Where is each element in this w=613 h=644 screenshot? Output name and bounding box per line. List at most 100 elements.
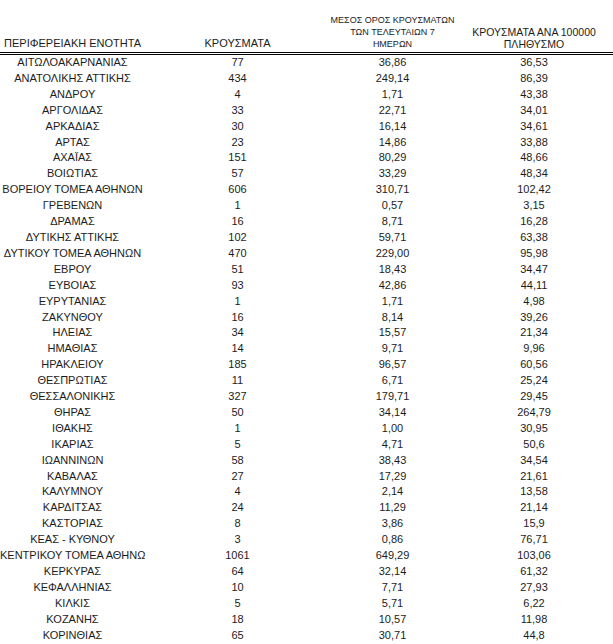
avg-7day-cell: 30,71 [330,628,455,644]
table-row: ΔΥΤΙΚΗΣ ΑΤΤΙΚΗΣ 102 59,71 63,38 [0,230,613,246]
avg-7day-cell: 6,71 [330,373,455,389]
avg-7day-cell: 310,71 [330,182,455,198]
avg-7day-cell: 249,14 [330,71,455,87]
table-row: ΗΜΑΘΙΑΣ 14 9,71 9,96 [0,341,613,357]
avg-7day-cell: 1,71 [330,87,455,103]
per-100k-cell: 33,88 [455,135,613,151]
table-row: ΑΡΓΟΛΙΔΑΣ 33 22,71 34,01 [0,103,613,119]
per-100k-cell: 21,34 [455,325,613,341]
avg-7day-cell: 34,14 [330,405,455,421]
cases-cell: 30 [145,119,330,135]
region-cell: ΚΕΑΣ - ΚΥΘΝΟΥ [0,532,145,548]
avg-7day-cell: 36,86 [330,54,455,71]
avg-7day-cell: 229,00 [330,246,455,262]
column-header-regional-unit: ΠΕΡΙΦΕΡΕΙΑΚΗ ΕΝΟΤΗΤΑ [0,0,145,54]
per-100k-cell: 86,39 [455,71,613,87]
region-cell: ΘΕΣΠΡΩΤΙΑΣ [0,373,145,389]
per-100k-cell: 13,58 [455,484,613,500]
avg-7day-cell: 18,43 [330,262,455,278]
cases-cell: 27 [145,469,330,485]
cases-cell: 14 [145,341,330,357]
avg-7day-cell: 14,86 [330,135,455,151]
table-row: ΚΑΣΤΟΡΙΑΣ 8 3,86 15,9 [0,516,613,532]
avg-7day-cell: 7,71 [330,580,455,596]
table-row: ΓΡΕΒΕΝΩΝ 1 0,57 3,15 [0,198,613,214]
per-100k-cell: 9,96 [455,341,613,357]
table-row: ΑΡΚΑΔΙΑΣ 30 16,14 34,61 [0,119,613,135]
per-100k-cell: 76,71 [455,532,613,548]
avg-7day-cell: 8,14 [330,310,455,326]
table-row: ΙΘΑΚΗΣ 1 1,00 30,95 [0,421,613,437]
cases-cell: 77 [145,54,330,71]
avg-7day-cell: 3,86 [330,516,455,532]
table-row: ΙΚΑΡΙΑΣ 5 4,71 50,6 [0,437,613,453]
cases-cell: 10 [145,580,330,596]
region-cell: ΗΛΕΙΑΣ [0,325,145,341]
region-cell: ΘΗΡΑΣ [0,405,145,421]
region-cell: ΑΡΤΑΣ [0,135,145,151]
cases-cell: 151 [145,150,330,166]
avg-7day-cell: 0,86 [330,532,455,548]
table-row: ΑΝΔΡΟΥ 4 1,71 43,38 [0,87,613,103]
region-cell: ΑΝΔΡΟΥ [0,87,145,103]
region-cell: ΕΒΡΟΥ [0,262,145,278]
per-100k-cell: 43,38 [455,87,613,103]
avg-7day-cell: 1,00 [330,421,455,437]
region-cell: ΙΘΑΚΗΣ [0,421,145,437]
region-cell: ΑΧΑΪΑΣ [0,150,145,166]
avg-7day-cell: 10,57 [330,612,455,628]
region-cell: ΗΜΑΘΙΑΣ [0,341,145,357]
cases-cell: 327 [145,389,330,405]
regional-cases-table: ΠΕΡΙΦΕΡΕΙΑΚΗ ΕΝΟΤΗΤΑ ΚΡΟΥΣΜΑΤΑ ΜΕΣΟΣ ΟΡΟ… [0,0,613,644]
cases-cell: 1061 [145,548,330,564]
region-cell: ΓΡΕΒΕΝΩΝ [0,198,145,214]
per-100k-cell: 3,15 [455,198,613,214]
table-row: ΔΡΑΜΑΣ 16 8,71 16,28 [0,214,613,230]
cases-cell: 16 [145,310,330,326]
avg-7day-cell: 1,71 [330,294,455,310]
table-row: ΖΑΚΥΝΘΟΥ 16 8,14 39,26 [0,310,613,326]
avg-7day-cell: 5,71 [330,596,455,612]
cases-cell: 5 [145,596,330,612]
table-row: ΑΧΑΪΑΣ 151 80,29 48,66 [0,150,613,166]
cases-cell: 8 [145,516,330,532]
cases-cell: 5 [145,437,330,453]
region-cell: ΔΥΤΙΚΟΥ ΤΟΜΕΑ ΑΘΗΝΩΝ [0,246,145,262]
per-100k-cell: 25,24 [455,373,613,389]
per-100k-cell: 60,56 [455,357,613,373]
avg-7day-cell: 33,29 [330,166,455,182]
per-100k-cell: 11,98 [455,612,613,628]
cases-cell: 16 [145,214,330,230]
table-header: ΠΕΡΙΦΕΡΕΙΑΚΗ ΕΝΟΤΗΤΑ ΚΡΟΥΣΜΑΤΑ ΜΕΣΟΣ ΟΡΟ… [0,0,613,54]
table-row: ΘΕΣΣΑΛΟΝΙΚΗΣ 327 179,71 29,45 [0,389,613,405]
avg-7day-cell: 2,14 [330,484,455,500]
table-row: ΚΑΛΥΜΝΟΥ 4 2,14 13,58 [0,484,613,500]
table-row: ΚΙΛΚΙΣ 5 5,71 6,22 [0,596,613,612]
region-cell: ΙΚΑΡΙΑΣ [0,437,145,453]
cases-cell: 1 [145,421,330,437]
region-cell: ΗΡΑΚΛΕΙΟΥ [0,357,145,373]
avg-7day-cell: 0,57 [330,198,455,214]
cases-cell: 65 [145,628,330,644]
table-row: ΚΟΖΑΝΗΣ 18 10,57 11,98 [0,612,613,628]
region-cell: ΑΡΓΟΛΙΔΑΣ [0,103,145,119]
column-header-per-100k: ΚΡΟΥΣΜΑΤΑ ΑΝΑ 100000 ΠΛΗΘΥΣΜΟ [455,0,613,54]
column-header-cases: ΚΡΟΥΣΜΑΤΑ [145,0,330,54]
table-row: ΒΟΙΩΤΙΑΣ 57 33,29 48,34 [0,166,613,182]
per-100k-cell: 4,98 [455,294,613,310]
region-cell: ΑΝΑΤΟΛΙΚΗΣ ΑΤΤΙΚΗΣ [0,71,145,87]
per-100k-cell: 44,11 [455,278,613,294]
region-cell: ΚΟΡΙΝΘΙΑΣ [0,628,145,644]
cases-cell: 1 [145,198,330,214]
cases-cell: 470 [145,246,330,262]
per-100k-cell: 39,26 [455,310,613,326]
cases-cell: 185 [145,357,330,373]
table-row: ΚΕΝΤΡΙΚΟΥ ΤΟΜΕΑ ΑΘΗΝΩΝ 1061 649,29 103,0… [0,548,613,564]
avg-7day-cell: 22,71 [330,103,455,119]
avg-7day-cell: 11,29 [330,500,455,516]
per-100k-cell: 102,42 [455,182,613,198]
avg-7day-cell: 8,71 [330,214,455,230]
region-cell: ΕΥΡΥΤΑΝΙΑΣ [0,294,145,310]
cases-cell: 24 [145,500,330,516]
avg-7day-cell: 9,71 [330,341,455,357]
